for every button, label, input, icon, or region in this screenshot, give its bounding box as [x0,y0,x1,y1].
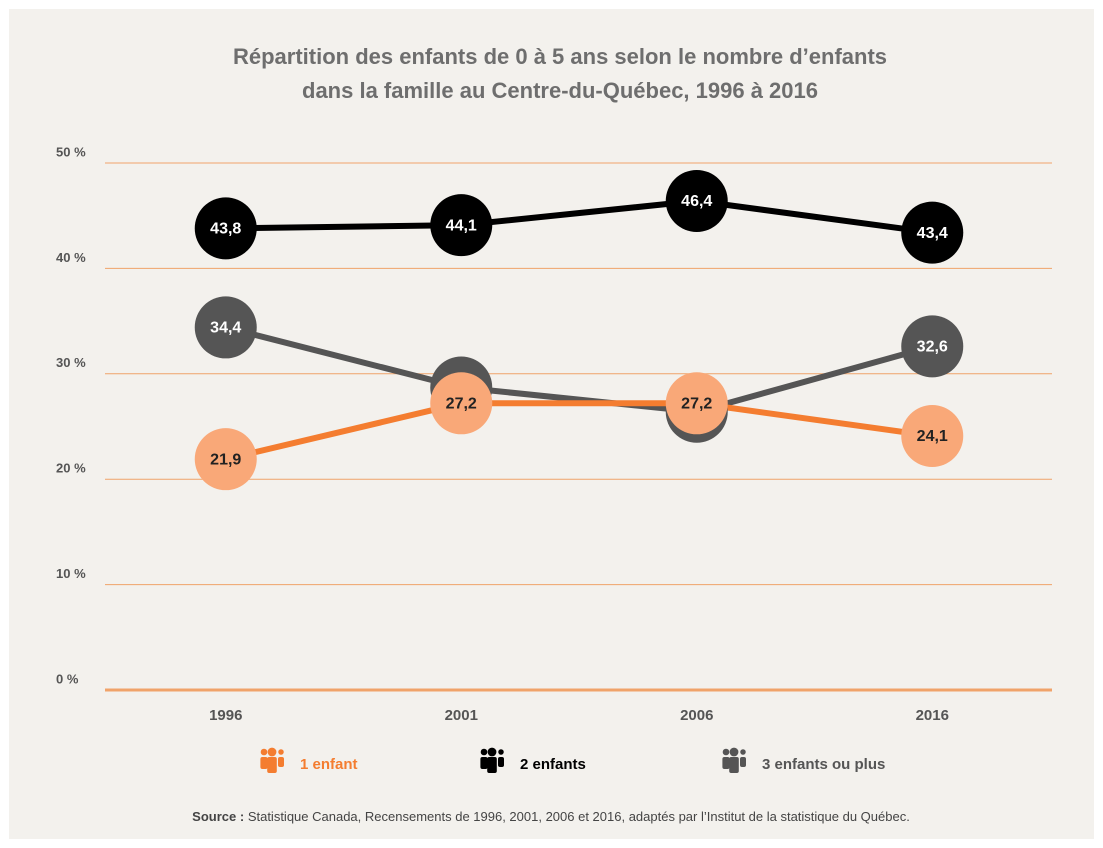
marker [901,404,964,467]
value-label: 44,1 [446,217,477,234]
legend-icon [740,749,746,755]
source-text: Statistique Canada, Recensements de 1996… [248,809,910,824]
value-label: 43,8 [210,221,241,238]
x-tick-label: 2016 [916,707,949,724]
legend-icon [498,749,504,755]
y-tick-label: 40 % [56,250,86,265]
y-tick-label: 10 % [56,566,86,581]
series-line [225,324,934,415]
x-tick-label: 2006 [680,707,713,724]
legend-icon [729,757,739,773]
series-line [225,197,933,236]
legend-icon [722,757,730,769]
legend-icon [480,757,488,769]
legend-icon [740,757,746,767]
legend-icon [267,747,277,757]
y-tick-label: 0 % [56,671,79,686]
marker [901,201,964,264]
legend-item: 2 enfants [480,747,586,773]
value-label: 21,9 [210,451,241,468]
chart-title: Répartition des enfants de 0 à 5 ans sel… [233,44,887,69]
legend-icon [498,757,504,767]
legend-icon [480,748,488,756]
source: Source : Statistique Canada, Recensement… [192,809,910,824]
value-label: 43,4 [917,225,948,242]
legend-icon [267,757,277,773]
marker [430,372,493,435]
value-label: 34,4 [210,320,241,337]
legend-icon [487,747,497,757]
value-label: 46,4 [681,193,712,210]
legend-icon [260,748,268,756]
legend-label: 3 enfants ou plus [762,756,885,773]
legend-item: 3 enfants ou plus [722,747,885,773]
y-tick-label: 30 % [56,355,86,370]
legend-label: 2 enfants [520,756,586,773]
marker [194,428,257,491]
value-label: 32,6 [917,339,948,356]
marker [665,169,728,232]
marker [194,197,257,260]
legend-icon [278,757,284,767]
x-tick-label: 2001 [445,707,478,724]
value-label: 27,2 [446,396,477,413]
legend-icon [278,749,284,755]
legend-icon [729,747,739,757]
value-label: 24,1 [917,428,948,445]
marker [430,194,493,257]
legend-icon [722,748,730,756]
x-tick-label: 1996 [209,707,242,724]
y-tick-label: 20 % [56,461,86,476]
legend-icon [260,757,268,769]
legend-icon [487,757,497,773]
marker [665,372,728,435]
series-line [225,400,933,463]
value-label: 27,2 [681,396,712,413]
source-label: Source : [192,809,244,824]
y-tick-label: 50 % [56,144,86,159]
chart-title: dans la famille au Centre-du-Québec, 199… [302,78,818,103]
legend-item: 1 enfant [260,747,358,773]
marker [901,315,964,378]
marker [194,296,257,359]
legend-label: 1 enfant [300,756,358,773]
